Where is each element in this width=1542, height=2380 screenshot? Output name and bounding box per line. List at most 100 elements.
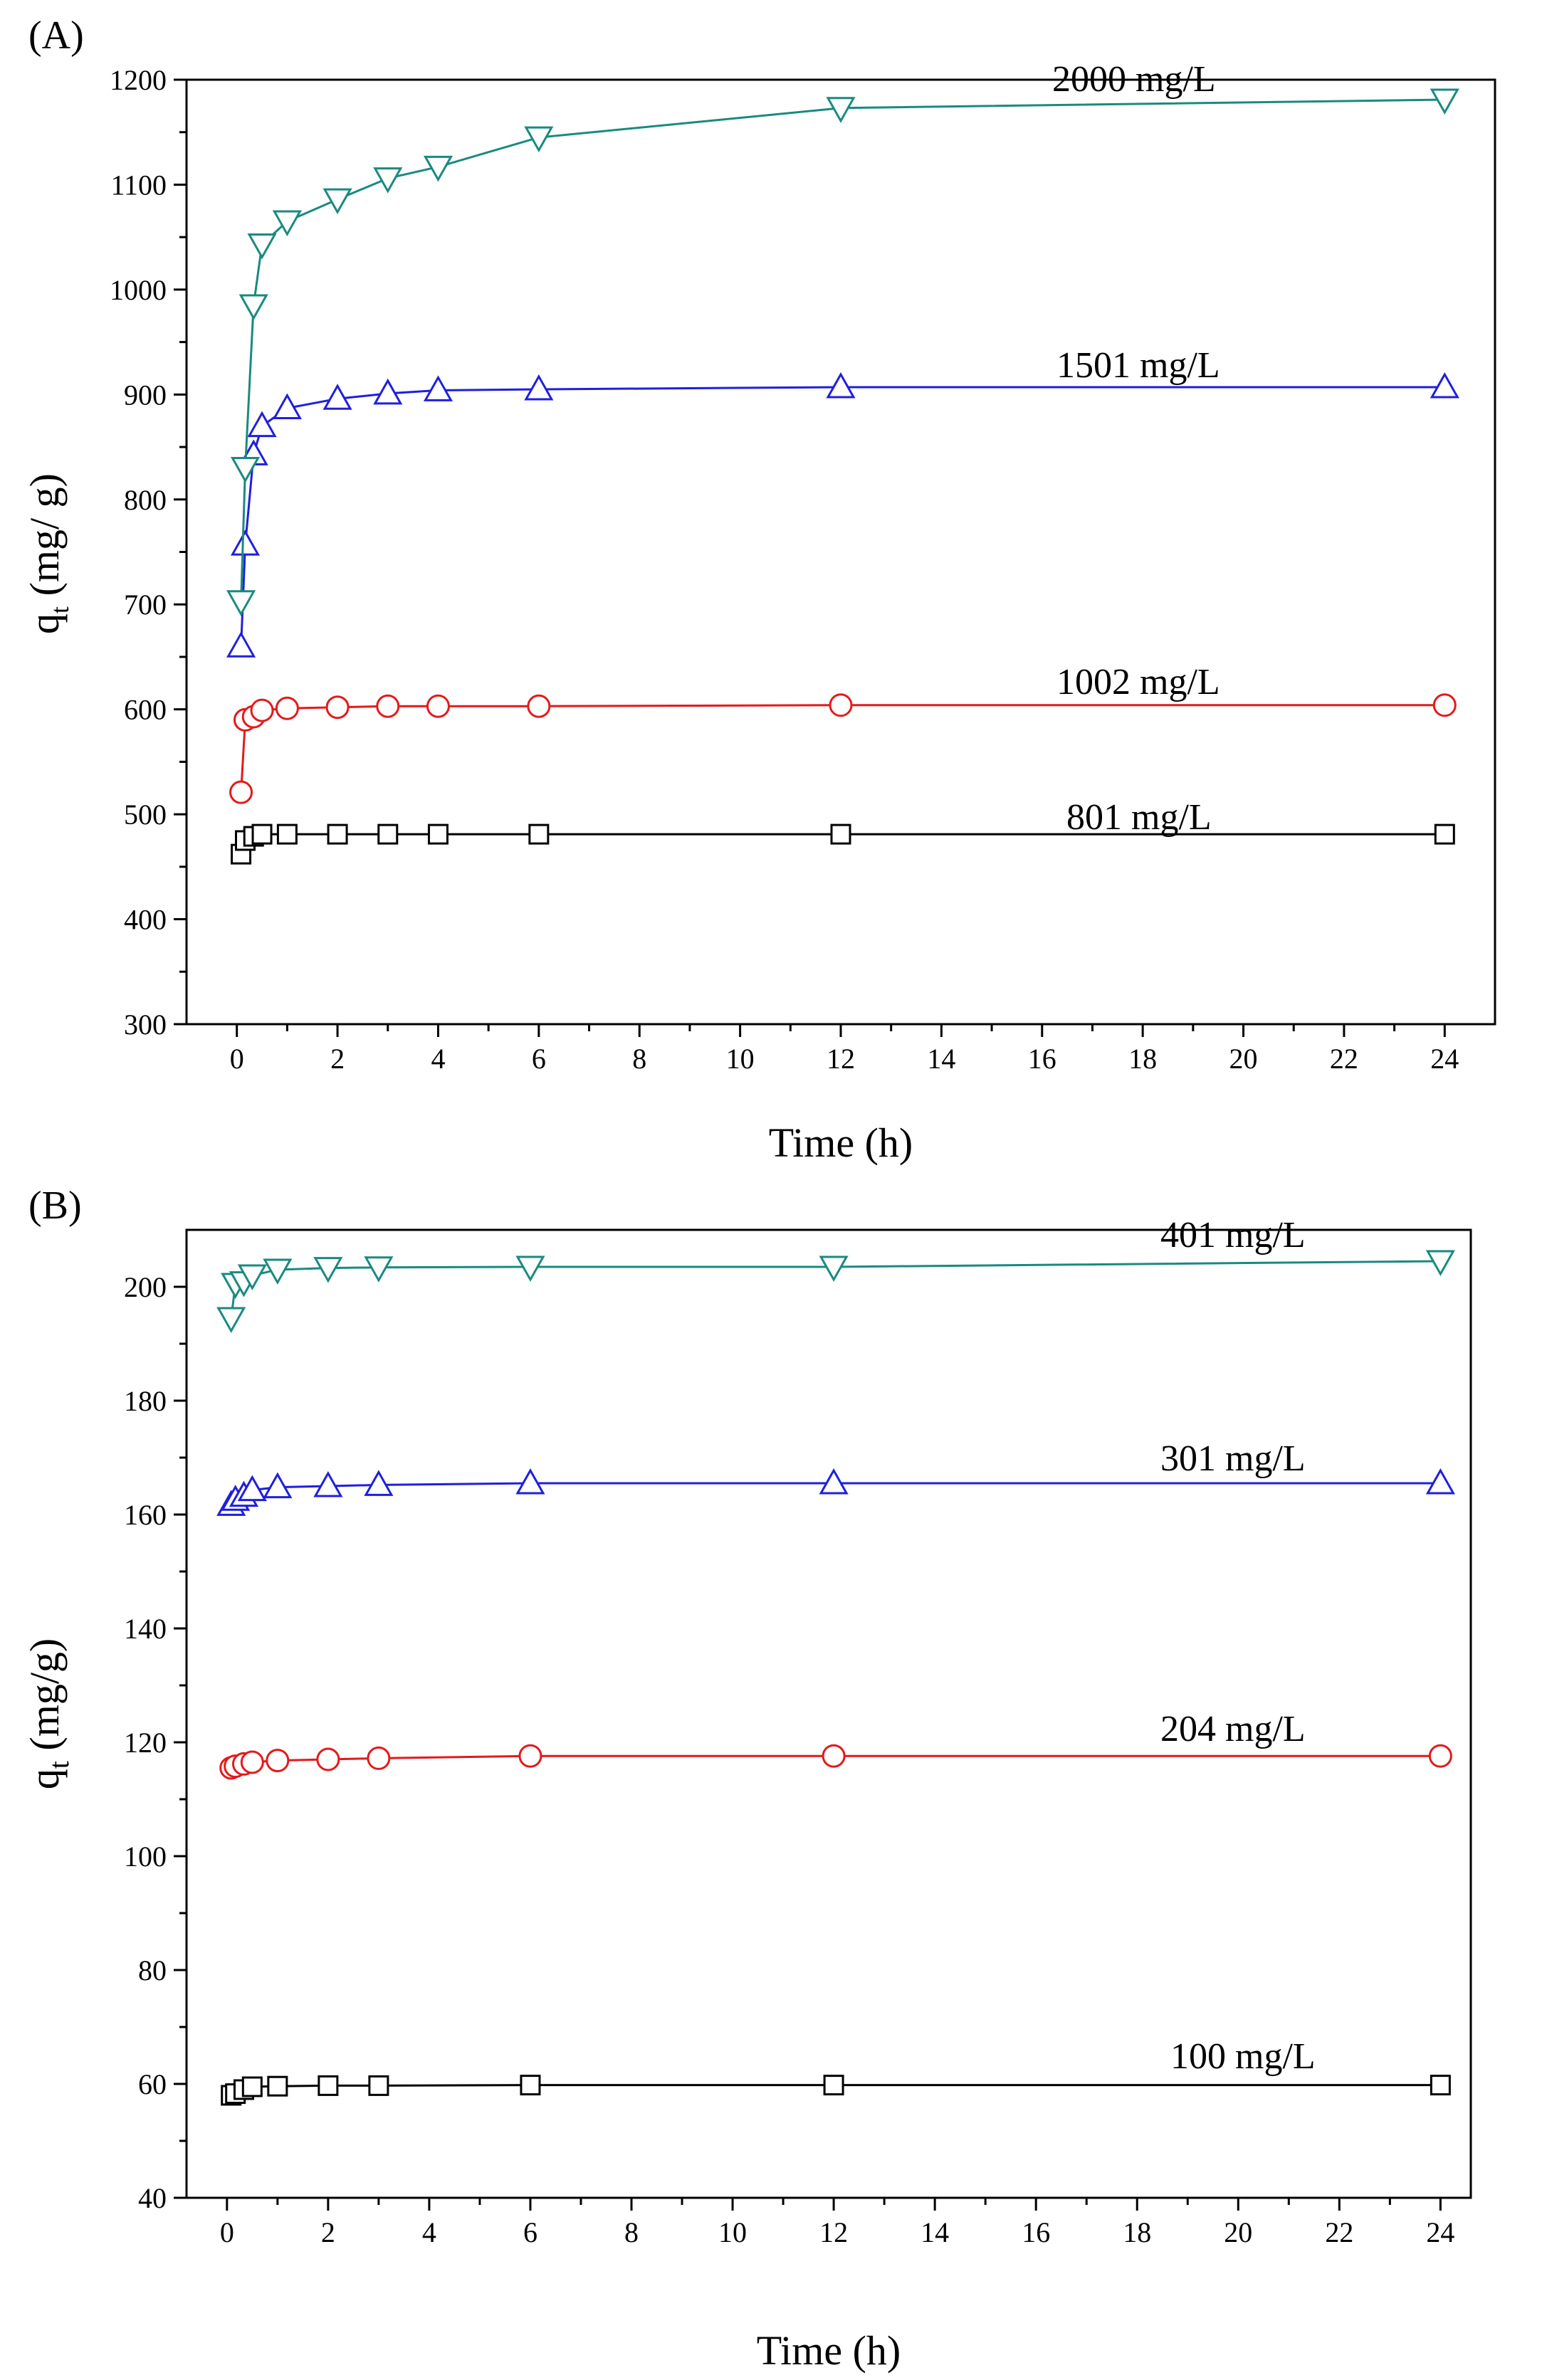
panel-a-series-1-point-6 (376, 694, 400, 718)
panel-b-series-3-point-7 (515, 1255, 545, 1283)
series-label-1501: 1501 mg/L (1056, 345, 1220, 386)
panel-b-series-2-point-4 (263, 1472, 293, 1499)
panel-a-series-3-point-3 (247, 233, 277, 260)
panel-a-series-3 (226, 88, 1459, 616)
series-label-401: 401 mg/L (1160, 1215, 1306, 1255)
panel-a-series-0-point-0 (231, 843, 252, 865)
panel-a-series-labels: 2000 mg/L 1501 mg/L 1002 mg/L 801 mg/L (1052, 59, 1220, 838)
panel-b-series-3-point-3 (237, 1264, 267, 1291)
panel-a: (A) 0 2 4 6 8 10 12 14 16 18 20 22 24 30040050060070… (21, 14, 1496, 1166)
series-label-2000: 2000 mg/L (1052, 59, 1216, 100)
panel-b-x-tick-label-22: 22 (1325, 2216, 1353, 2248)
panel-a-series-1-point-5 (325, 695, 350, 720)
panel-a-series-2-point-0 (226, 631, 256, 658)
panel-b-series-1-point-8 (822, 1744, 846, 1768)
panel-a-series-0 (231, 823, 1455, 865)
panel-b-series-3 (216, 1250, 1455, 1334)
panel-a-label: (A) (28, 14, 84, 58)
panel-a-y-axis: 300 400 500 600 700 800 900 1000 1100 1200 (110, 64, 187, 1041)
panel-a-x-tick-label-8: 8 (632, 1043, 646, 1075)
panel-b-series-0-point-6 (368, 2075, 389, 2096)
panel-a-series-1 (229, 693, 1457, 804)
panel-a-series-2-point-3 (247, 411, 277, 438)
panel-a-series (226, 88, 1459, 865)
panel-b-x-tick-label-4: 4 (422, 2216, 436, 2248)
panel-b-x-tick-label-0: 0 (220, 2216, 234, 2248)
panel-b-series-3-point-5 (313, 1257, 343, 1283)
panel-b-y-axis-title-q: q (21, 1769, 68, 1789)
panel-a-series-2-line (240, 386, 1445, 647)
panel-b-x-tick-label-10: 10 (718, 2216, 747, 2248)
panel-b-series-2-point-7 (515, 1468, 545, 1495)
panel-a-y-tick-label-600: 600 (124, 694, 167, 726)
panel-b-series-0-point-4 (267, 2075, 288, 2097)
panel-a-x-tick-label-4: 4 (431, 1043, 445, 1075)
panel-b-series-0-point-5 (318, 2075, 339, 2096)
panel-a-series-0-point-6 (377, 823, 399, 845)
panel-b-series-2-point-6 (364, 1470, 394, 1496)
series-label-301: 301 mg/L (1160, 1438, 1306, 1479)
panel-b-x-axis: 0 2 4 6 8 10 12 14 16 18 20 22 24 (220, 2198, 1454, 2248)
panel-b-y-axis-title-sub: t (43, 1761, 75, 1769)
panel-a-y-tick-label-800: 800 (124, 484, 167, 516)
panel-a-series-1-point-7 (426, 694, 450, 718)
panel-b-x-tick-label-6: 6 (523, 2216, 537, 2248)
panel-a-x-tick-label-16: 16 (1028, 1043, 1056, 1075)
panel-b-series (216, 1250, 1455, 2106)
panel-b: (B) 0 2 4 6 8 10 12 14 16 18 20 22 24 40608010012014… (21, 1184, 1472, 2374)
panel-b-series-3-point-6 (364, 1256, 394, 1283)
panel-a-y-tick-label-700: 700 (124, 589, 167, 621)
panel-a-y-tick-label-1200: 1200 (110, 64, 167, 96)
panel-b-series-1-point-5 (316, 1747, 340, 1771)
panel-b-series-2-point-9 (1425, 1468, 1455, 1495)
panel-b-y-tick-label-100: 100 (124, 1841, 167, 1873)
panel-a-series-1-point-0 (229, 780, 253, 804)
panel-a-y-tick-label-500: 500 (124, 799, 167, 831)
panel-a-series-0-point-4 (276, 823, 298, 845)
panel-a-series-2-point-4 (272, 393, 302, 420)
panel-a-x-axis: 0 2 4 6 8 10 12 14 16 18 20 22 24 (230, 1024, 1459, 1075)
panel-a-y-tick-label-300: 300 (124, 1009, 167, 1041)
panel-b-y-tick-label-40: 40 (138, 2182, 167, 2214)
panel-b-series-0 (221, 2075, 1451, 2106)
panel-b-series-2-point-3 (237, 1475, 267, 1502)
panel-b-y-axis-title-units: (mg/g) (21, 1638, 68, 1761)
panel-b-series-0-point-9 (1430, 2075, 1451, 2096)
panel-a-y-axis-title-units: (mg/ g) (21, 473, 68, 606)
panel-a-series-3-point-2 (238, 294, 268, 321)
panel-a-series-1-point-3 (250, 698, 274, 722)
panel-b-series-1-point-7 (518, 1744, 542, 1768)
panel-a-series-3-point-10 (1430, 88, 1459, 115)
panel-b-x-tick-label-24: 24 (1426, 2216, 1454, 2248)
series-label-100: 100 mg/L (1170, 2036, 1316, 2077)
series-label-801: 801 mg/L (1066, 797, 1212, 838)
panel-b-series-1 (219, 1744, 1452, 1780)
panel-a-series-3-point-7 (423, 155, 453, 182)
panel-b-x-tick-label-8: 8 (624, 2216, 639, 2248)
panel-b-x-tick-label-16: 16 (1022, 2216, 1050, 2248)
panel-b-series-0-point-7 (520, 2075, 541, 2096)
panel-a-series-1-point-8 (527, 694, 551, 718)
panel-b-x-tick-label-18: 18 (1123, 2216, 1151, 2248)
panel-a-x-tick-label-2: 2 (330, 1043, 345, 1075)
panel-a-x-tick-label-20: 20 (1229, 1043, 1258, 1075)
panel-a-x-tick-label-0: 0 (230, 1043, 244, 1075)
panel-a-plot-frame (185, 78, 1496, 1026)
panel-a-y-axis-title-q: q (21, 614, 68, 634)
panel-a-series-0-point-7 (427, 823, 449, 845)
panel-a-series-3-point-8 (524, 126, 554, 153)
panel-b-y-tick-label-120: 120 (124, 1727, 167, 1759)
panel-a-y-axis-title: qt (mg/ g) (21, 473, 74, 634)
panel-b-series-3-point-9 (1425, 1250, 1455, 1277)
panel-a-series-0-point-10 (1434, 823, 1455, 845)
panel-b-series-0-point-3 (241, 2076, 263, 2097)
panel-a-x-tick-label-14: 14 (927, 1043, 955, 1075)
panel-b-series-3-point-4 (263, 1258, 293, 1285)
panel-b-plot-frame (185, 1228, 1472, 2199)
series-label-204: 204 mg/L (1160, 1709, 1306, 1749)
panel-a-x-tick-label-18: 18 (1128, 1043, 1157, 1075)
panel-a-series-3-point-5 (322, 188, 352, 215)
panel-b-y-axis-title: qt (mg/g) (21, 1638, 75, 1789)
panel-a-series-1-point-10 (1432, 693, 1457, 717)
panel-b-x-axis-title: Time (h) (757, 2327, 901, 2374)
